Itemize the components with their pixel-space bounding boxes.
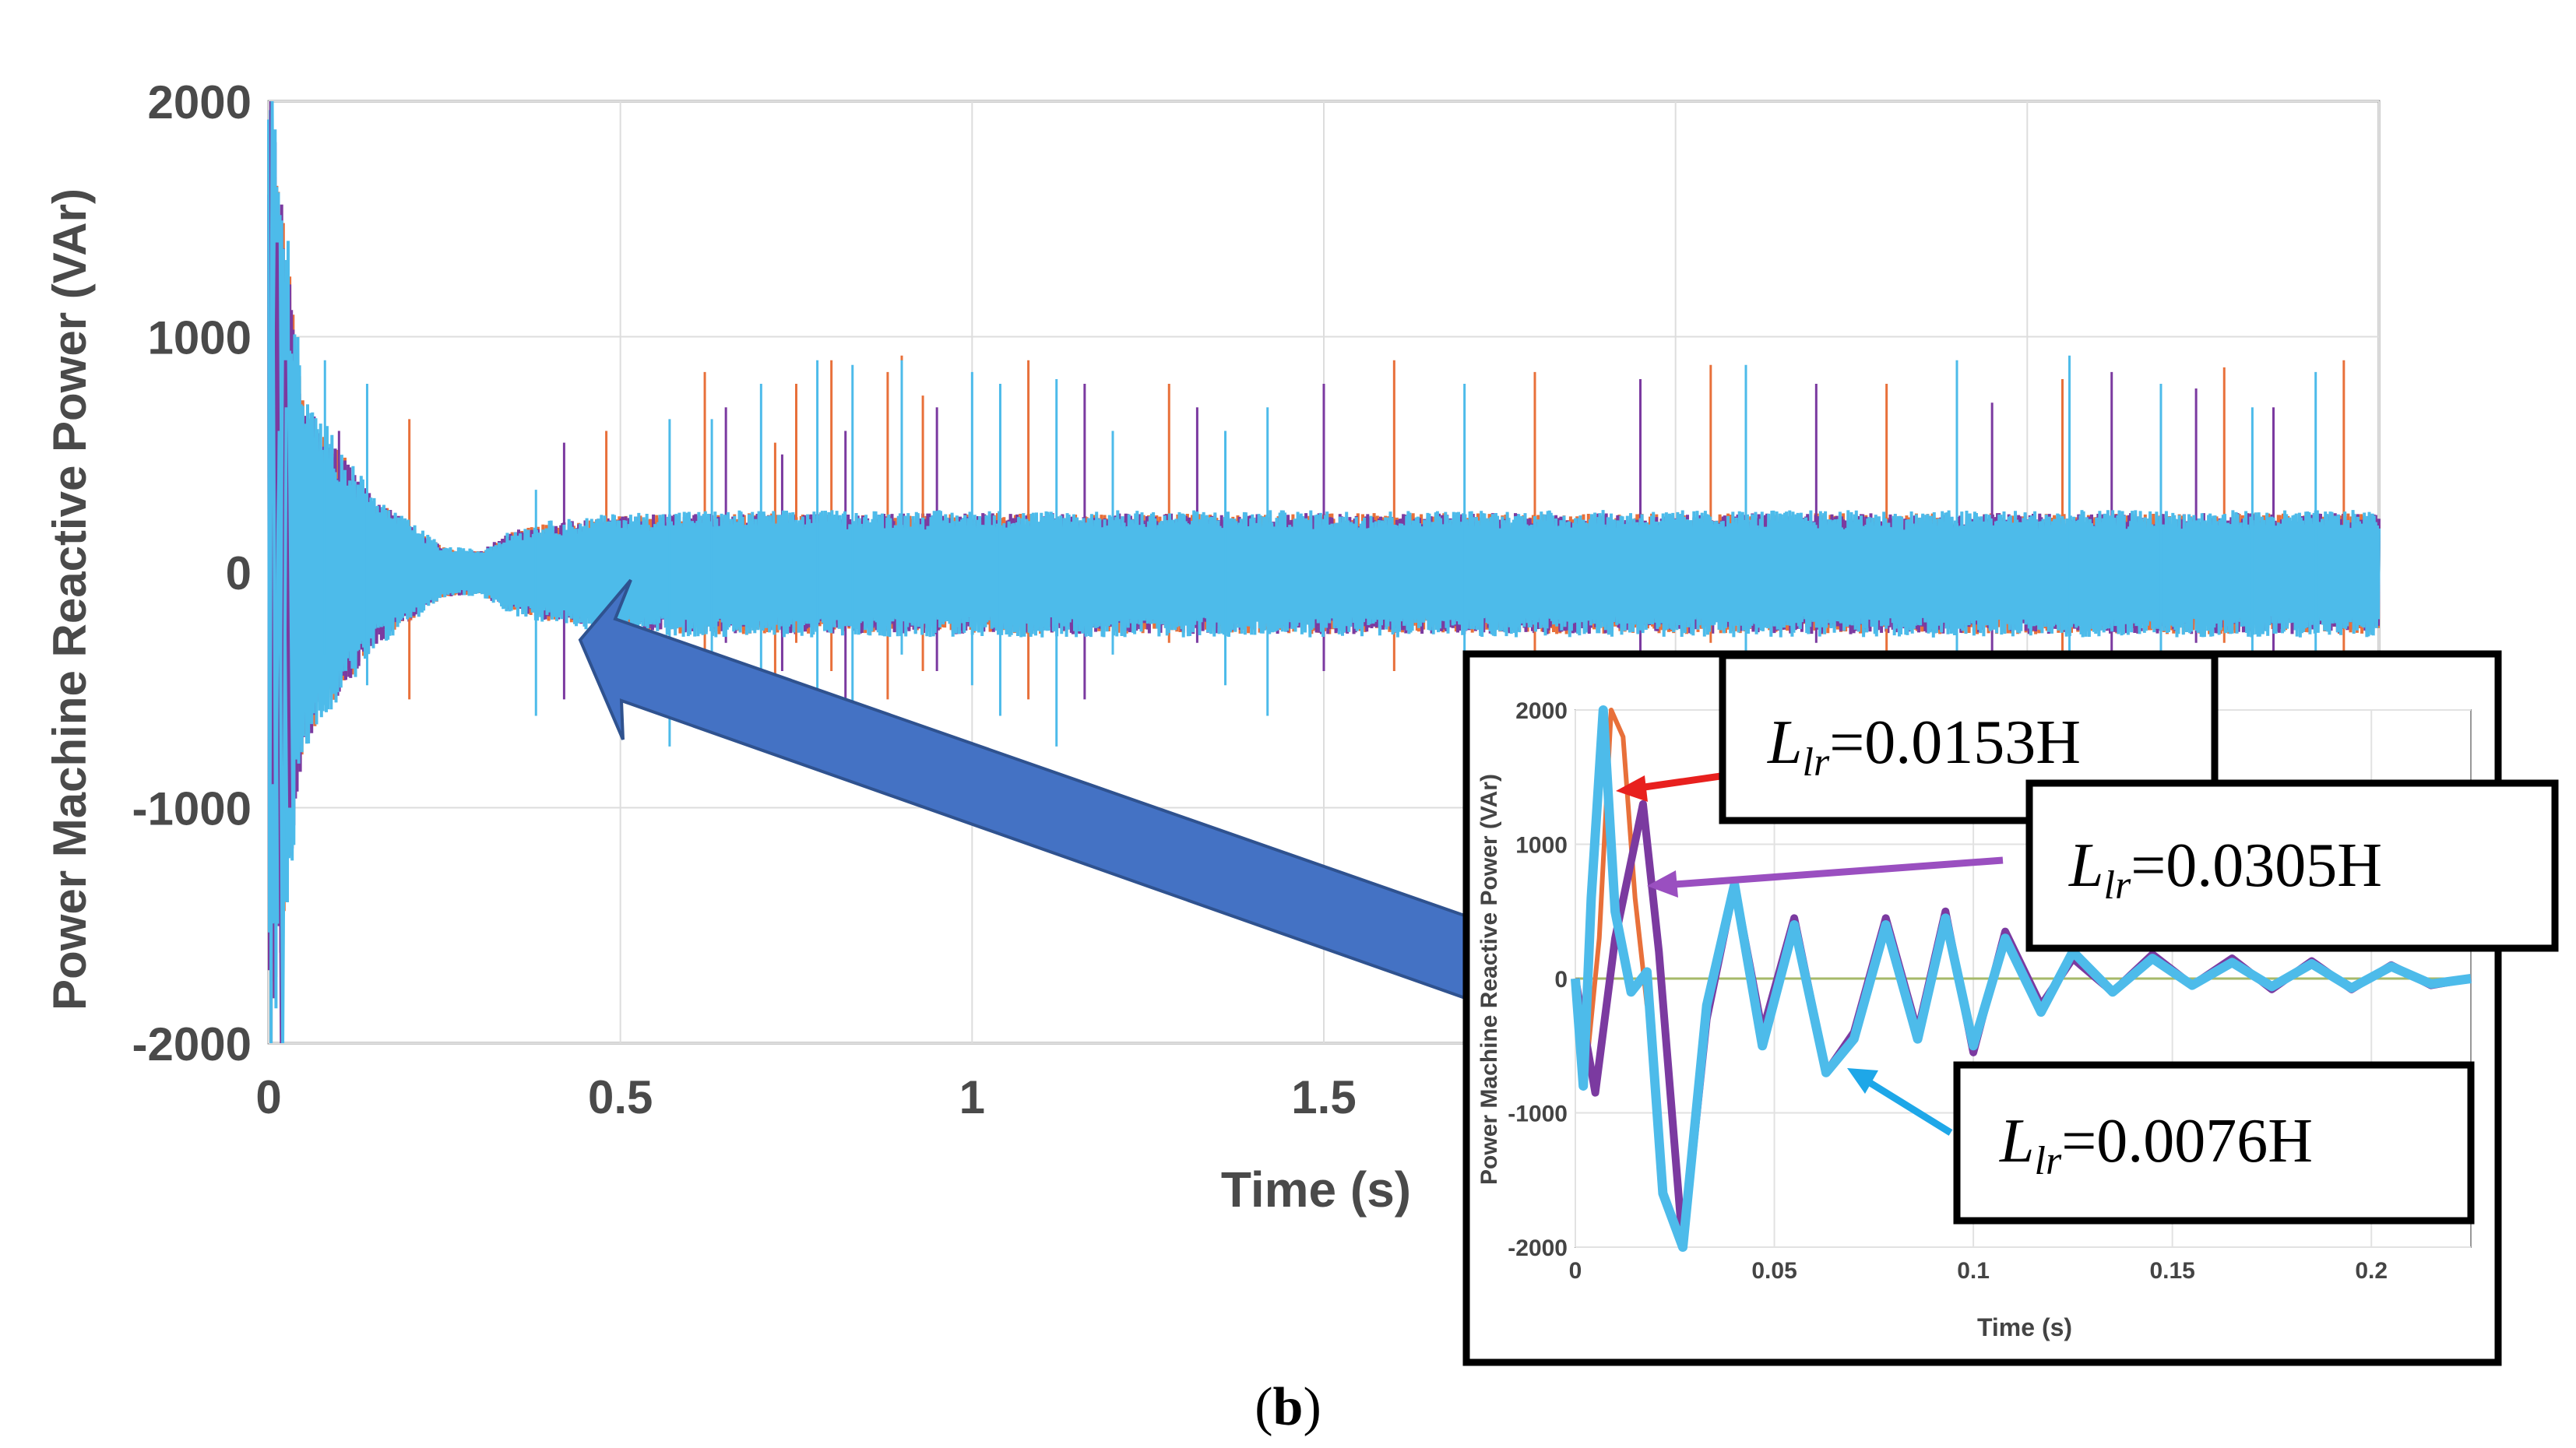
main-x-axis-label: Time (s) — [1221, 1162, 1411, 1218]
inset-series — [1571, 705, 2472, 1252]
main-x-tick: 1.5 — [1291, 1071, 1356, 1123]
annotation-0153: Llr=0.0153H — [1719, 652, 2219, 824]
annotation-arrow-0076 — [1847, 1068, 1953, 1136]
inset-x-tick: 0 — [1569, 1258, 1582, 1284]
inset-x-axis-label: Time (s) — [1977, 1313, 2072, 1341]
inset-x-tick: 0.2 — [2355, 1258, 2388, 1284]
inset-x-tick: 0.05 — [1751, 1258, 1797, 1284]
inset-y-tick: -1000 — [1508, 1102, 1568, 1127]
annotation-0076: Llr=0.0076H — [1953, 1061, 2475, 1225]
inset-x-tick: 0.15 — [2149, 1258, 2194, 1284]
main-x-tick: 0.5 — [588, 1071, 653, 1123]
inset-x-tick-labels: 0 0.05 0.1 0.15 0.2 — [1569, 1258, 2388, 1284]
inset-y-tick: 1000 — [1515, 833, 1568, 859]
svg-text:Llr=0.0305H: Llr=0.0305H — [2068, 831, 2382, 908]
inset-series-line — [1571, 705, 2472, 1252]
inset-chart: 2000 1000 0 -1000 -2000 0 0.05 0.1 0.15 0.2 Powe… — [1462, 650, 2559, 1366]
svg-text:Llr=0.0076H: Llr=0.0076H — [1999, 1107, 2313, 1183]
main-y-tick: 1000 — [148, 312, 252, 364]
inset-y-tick-labels: 2000 1000 0 -1000 -2000 — [1508, 698, 1568, 1261]
main-y-tick: 0 — [226, 547, 252, 599]
inset-y-tick: 2000 — [1515, 698, 1568, 724]
inset-y-tick: -2000 — [1508, 1235, 1568, 1261]
main-y-tick-labels: 2000 1000 0 -1000 -2000 — [132, 76, 252, 1070]
main-initial-transient — [268, 100, 288, 1044]
inset-y-tick: 0 — [1554, 967, 1568, 993]
zoom-arrow — [578, 578, 1509, 1003]
figure-caption: (b) — [1255, 1377, 1321, 1437]
main-y-tick: -2000 — [132, 1018, 252, 1070]
main-x-tick-labels: 0 0.5 1 1.5 — [255, 1071, 1356, 1123]
annotation-0305: Llr=0.0305H — [2025, 779, 2559, 952]
main-x-tick: 0 — [255, 1071, 281, 1123]
main-y-tick: 2000 — [148, 76, 252, 128]
inset-y-axis-label: Power Machine Reactive Power (VAr) — [1476, 774, 1502, 1185]
inset-x-tick: 0.1 — [1957, 1258, 1990, 1284]
svg-text:Llr=0.0153H: Llr=0.0153H — [1767, 708, 2081, 785]
main-x-tick: 1 — [959, 1071, 985, 1123]
annotation-arrow-0305 — [1647, 856, 2004, 898]
main-y-tick: -1000 — [132, 783, 252, 835]
main-y-axis-label: Power Machine Reactive Power (VAr) — [44, 188, 96, 1010]
